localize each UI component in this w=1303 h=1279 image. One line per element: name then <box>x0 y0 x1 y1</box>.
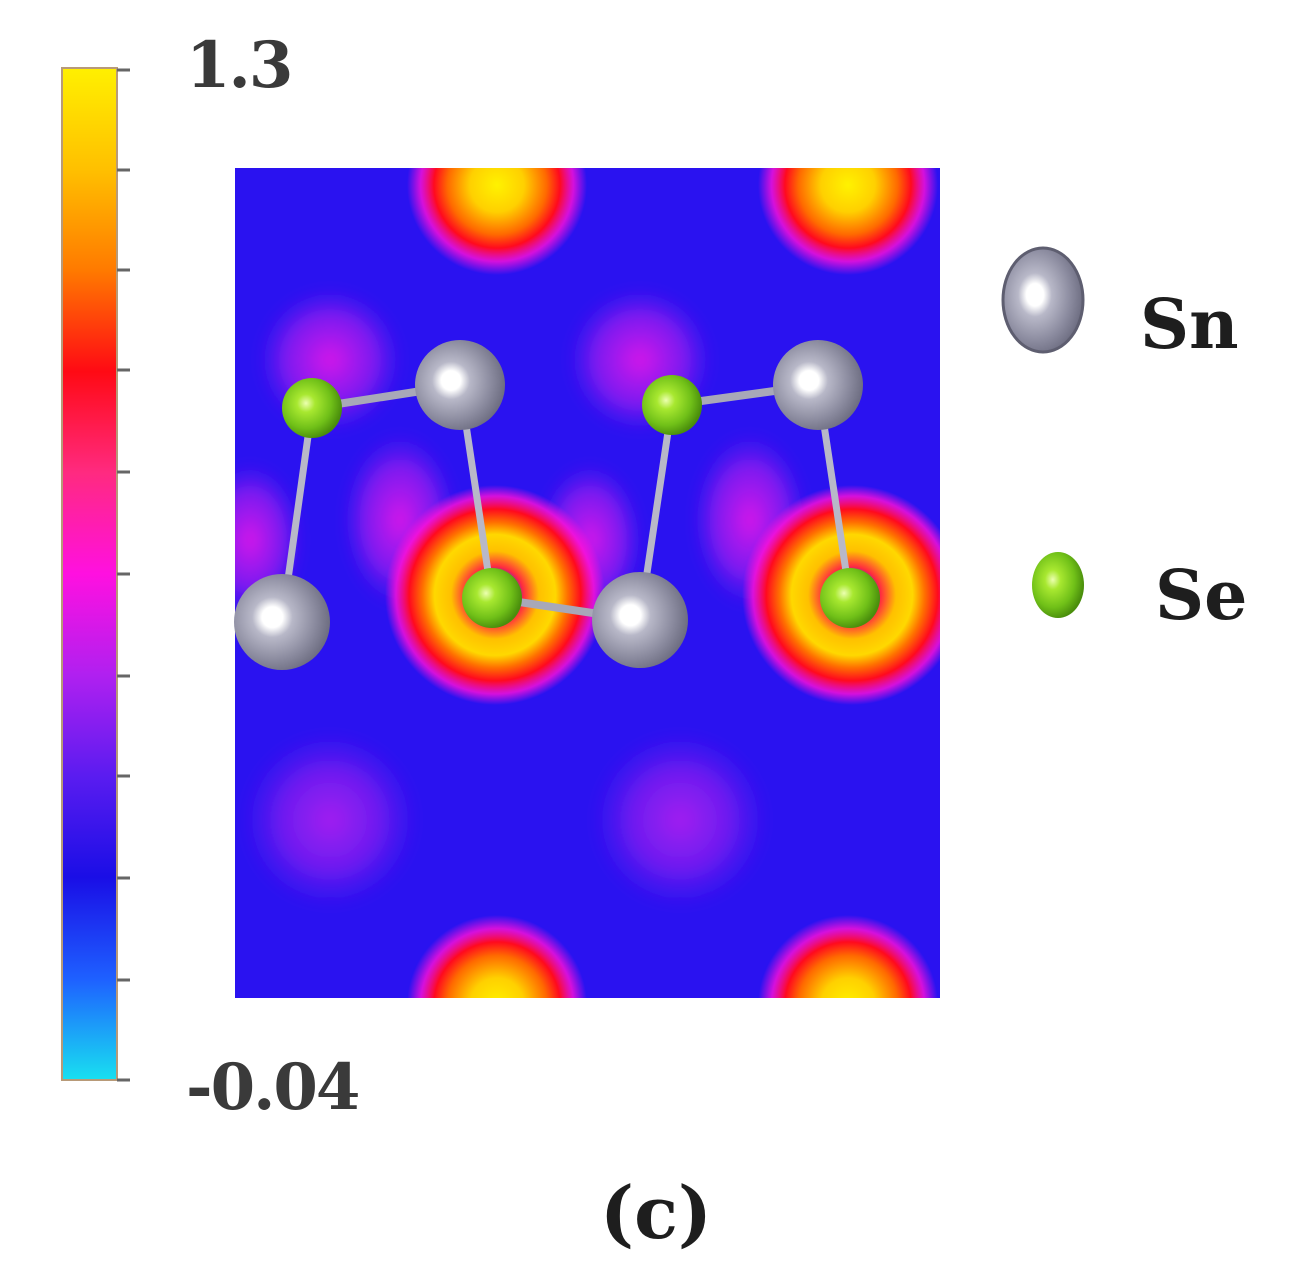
legend-sn-label: Sn <box>1140 285 1239 365</box>
sn-atom <box>234 574 330 670</box>
se-atom <box>820 568 880 628</box>
legend <box>1001 246 1085 618</box>
legend-se-marker <box>1032 552 1084 618</box>
colorbar <box>61 67 130 1082</box>
atomic-structure <box>234 340 880 670</box>
sn-atom <box>415 340 505 430</box>
density-peak <box>407 168 587 275</box>
density-peak <box>758 168 938 275</box>
legend-se-label: Se <box>1155 556 1248 636</box>
colorbar-ticks <box>117 68 130 1082</box>
se-atom <box>642 375 702 435</box>
legend-sn-marker <box>1001 246 1085 354</box>
density-peak <box>758 915 938 998</box>
colorbar-min-label: -0.04 <box>186 1050 360 1125</box>
se-atom <box>462 568 522 628</box>
density-peak <box>407 915 587 998</box>
se-atom <box>282 378 342 438</box>
low-bump <box>240 730 420 910</box>
colorbar-bar <box>61 67 118 1081</box>
sn-atom <box>592 572 688 668</box>
panel-label: (c) <box>600 1170 712 1255</box>
sn-atom <box>773 340 863 430</box>
colorbar-max-label: 1.3 <box>186 28 293 103</box>
low-bump <box>590 730 770 910</box>
